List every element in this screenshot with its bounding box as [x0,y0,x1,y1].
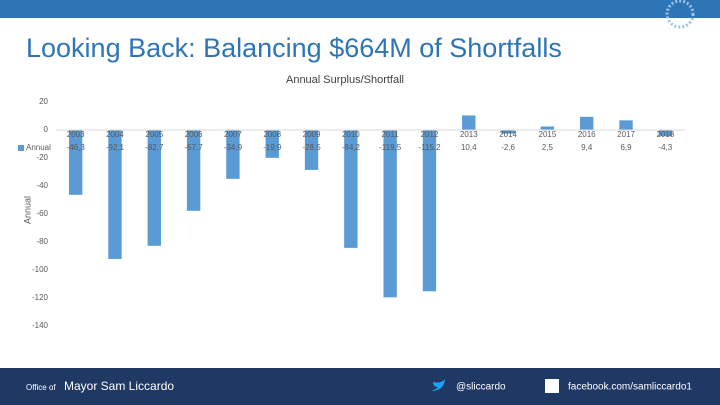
y-tick-label: -120 [32,293,49,302]
x-tick-label: 2018 [656,130,674,139]
data-table-value: 10,4 [461,143,477,152]
bar [619,120,633,130]
data-table-value: -4,3 [658,143,672,152]
y-tick-label: 20 [39,97,48,106]
data-table-value: 6,9 [620,143,632,152]
y-tick-label: -20 [36,153,48,162]
legend-label: Annual [26,143,51,152]
bar [147,130,161,246]
y-axis-label: Annual [22,196,32,224]
bar [186,130,201,211]
data-table-value: -84,2 [342,143,361,152]
data-table-value: -19,9 [263,143,282,152]
x-tick-label: 2009 [303,130,321,139]
bar [540,126,555,130]
x-tick-label: 2011 [382,130,400,139]
x-tick-label: 2017 [617,130,635,139]
data-table-value: -92,1 [106,143,125,152]
data-table-value: -119,5 [379,143,402,152]
y-tick-label: -80 [36,237,48,246]
data-table-value: -28,5 [302,143,321,152]
y-tick-label: -100 [32,265,49,274]
bar [383,130,397,298]
data-table-value: -34,9 [224,143,243,152]
data-table-value: -115,2 [418,143,441,152]
footer-office-prefix: Office of [26,383,56,392]
data-table-value: 9,4 [581,143,593,152]
y-tick-label: -40 [36,181,48,190]
bar [422,130,437,292]
x-tick-label: 2004 [106,130,124,139]
bar [501,130,515,134]
bar [68,130,83,195]
bar [304,130,319,170]
y-tick-label: -60 [36,209,48,218]
x-tick-label: 2016 [578,130,596,139]
chart-title: Annual Surplus/Shortfall [286,74,404,86]
footer-office-name: Mayor Sam Liccardo [64,379,174,393]
top-bar [0,0,720,18]
twitter-icon [431,379,445,391]
slide-title: Looking Back: Balancing $664M of Shortfa… [26,33,562,63]
x-tick-label: 2007 [224,130,242,139]
x-tick-label: 2012 [421,130,439,139]
footer-twitter: @sliccardo [456,382,506,393]
x-tick-label: 2014 [499,130,517,139]
x-tick-label: 2008 [263,130,281,139]
y-tick-label: -140 [32,321,49,330]
data-table-value: -82,7 [145,143,164,152]
x-tick-label: 2013 [460,130,478,139]
data-table-value: -57,7 [184,143,203,152]
footer-facebook: facebook.com/samliccardo1 [568,382,692,393]
y-tick-label: 0 [44,125,49,134]
data-table-value: -2,6 [501,143,515,152]
data-table-value: 2,5 [542,143,554,152]
facebook-icon [545,379,559,393]
bar [462,115,476,130]
x-tick-label: 2006 [185,130,203,139]
bar [580,116,594,130]
data-table-value: -46,3 [67,143,86,152]
bar [658,130,673,137]
x-tick-label: 2015 [539,130,557,139]
footer-bar [0,368,720,405]
legend-swatch [18,145,24,151]
x-tick-label: 2005 [145,130,163,139]
x-tick-label: 2003 [67,130,85,139]
bar [265,130,279,158]
bar [226,130,240,179]
bar [108,130,122,259]
bar [344,130,358,248]
x-tick-label: 2010 [342,130,360,139]
seal [665,0,695,29]
